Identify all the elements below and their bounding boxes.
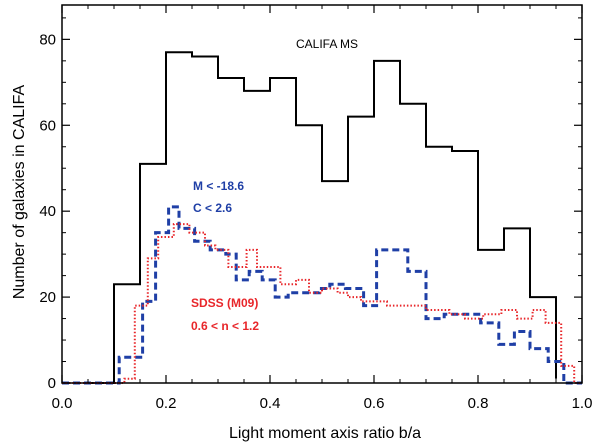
annotation-magnitude-cut: M < -18.6 xyxy=(193,179,244,193)
x-axis-label: Light moment axis ratio b/a xyxy=(229,425,421,442)
series-dotted-line xyxy=(62,223,582,384)
ticks-layer: 0.0 0.2 0.4 0.6 0.8 1.0 0 20 40 60 80 xyxy=(39,5,592,412)
plot-frame xyxy=(61,4,583,384)
series-solid-line xyxy=(88,51,557,384)
y-tick-label: 0 xyxy=(48,375,56,392)
y-tick-label: 80 xyxy=(39,31,56,48)
x-tick-label: 0.4 xyxy=(260,395,281,412)
y-axis-label: Number of galaxies in CALIFA xyxy=(11,85,28,300)
y-tick-label: 60 xyxy=(39,117,56,134)
x-tick-label: 1.0 xyxy=(572,395,593,412)
y-tick-label: 20 xyxy=(39,289,56,306)
annotation-califa-ms: CALIFA MS xyxy=(296,37,358,51)
y-tick-label: 40 xyxy=(39,203,56,220)
annotation-sdss: SDSS (M09) xyxy=(191,296,258,310)
x-tick-label: 0.6 xyxy=(364,395,385,412)
series-layer xyxy=(62,51,582,385)
x-tick-label: 0.8 xyxy=(468,395,489,412)
x-tick-label: 0.0 xyxy=(52,395,73,412)
annotation-concentration-cut: C < 2.6 xyxy=(193,201,232,215)
x-tick-label: 0.2 xyxy=(156,395,177,412)
annotation-sersic-range: 0.6 < n < 1.2 xyxy=(191,319,259,333)
